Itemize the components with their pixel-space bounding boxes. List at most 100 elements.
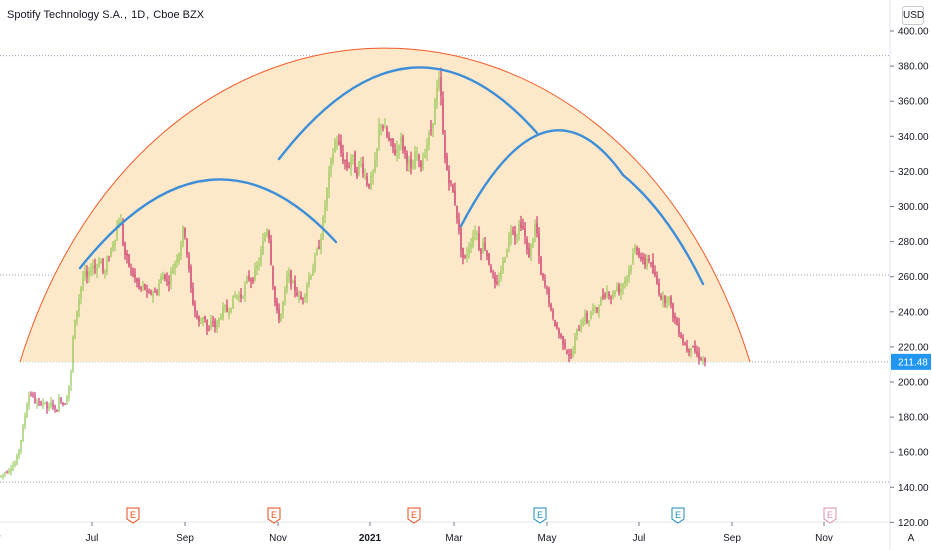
candle-body xyxy=(236,295,238,297)
candle-body xyxy=(150,291,152,294)
auto-scale-button[interactable]: A xyxy=(907,533,915,544)
candle-body xyxy=(458,219,460,231)
candle-body xyxy=(272,266,274,286)
candle-body xyxy=(306,285,308,297)
candle-body xyxy=(694,345,696,352)
candle-body xyxy=(588,320,590,323)
candle-body xyxy=(622,283,624,288)
candle-body xyxy=(286,277,288,289)
earnings-marker: E xyxy=(533,507,547,524)
earnings-marker: E xyxy=(823,507,837,524)
candle-body xyxy=(626,276,628,282)
currency-button[interactable]: USD xyxy=(902,6,924,25)
candle-body xyxy=(56,409,58,412)
candle-body xyxy=(682,336,684,343)
candle-body xyxy=(266,229,268,236)
candle-body xyxy=(268,231,270,240)
candle-body xyxy=(660,295,662,299)
candle-body xyxy=(696,351,698,355)
chart-title: Spotify Technology S.A., 1D, Cboe BZX xyxy=(7,9,205,21)
candle-body xyxy=(328,171,330,190)
candle-body xyxy=(36,403,38,405)
candle-body xyxy=(188,255,190,269)
candle-body xyxy=(366,176,368,185)
candle-body xyxy=(430,129,432,131)
candle-body xyxy=(230,307,232,313)
candle-body xyxy=(148,291,150,294)
candle-body xyxy=(506,249,508,257)
candle-body xyxy=(210,321,212,329)
candle-body xyxy=(332,153,334,163)
candle-body xyxy=(200,322,202,324)
candle-body xyxy=(98,262,100,267)
candle-body xyxy=(4,472,6,474)
candle-body xyxy=(100,260,102,264)
price-tick-label: 280.00 xyxy=(898,237,929,248)
candle-body xyxy=(594,307,596,309)
earnings-marker-badge xyxy=(533,507,547,524)
candle-body xyxy=(238,296,240,298)
candle-body xyxy=(180,244,182,256)
price-tick-label: 320.00 xyxy=(898,167,929,178)
candle-body xyxy=(28,395,30,407)
candle-body xyxy=(166,279,168,281)
candle-body xyxy=(492,273,494,275)
candle-body xyxy=(704,358,706,363)
candle-body xyxy=(80,286,82,298)
candle-body xyxy=(252,279,254,282)
candle-body xyxy=(424,155,426,157)
time-tick-label: Mar xyxy=(445,533,463,544)
candle-body xyxy=(456,205,458,219)
time-axis[interactable]: MayJulSepNov2021MarMayJulSepNov xyxy=(0,521,890,544)
price-tick-label: 140.00 xyxy=(898,483,929,494)
price-axis[interactable]: 120.00 140.00 160.00 180.00 200.00 220.00 240.… xyxy=(889,0,929,550)
candle-body xyxy=(382,126,384,129)
candle-body xyxy=(604,295,606,298)
candle-body xyxy=(452,184,454,193)
candle-body xyxy=(284,288,286,301)
earnings-marker-label: E xyxy=(411,510,417,520)
rounded-top-arc xyxy=(19,47,751,363)
candle-body xyxy=(198,316,200,322)
candle-body xyxy=(72,337,74,371)
price-tick-label: 220.00 xyxy=(898,342,929,353)
candle-body xyxy=(644,258,646,266)
candle-body xyxy=(106,260,108,272)
candle-body xyxy=(88,271,90,277)
candle-body xyxy=(672,303,674,318)
candle-body xyxy=(240,294,242,298)
candle-body xyxy=(516,237,518,239)
swing-arc xyxy=(78,178,338,270)
candle-body xyxy=(578,329,580,331)
candle-body xyxy=(490,266,492,273)
candle-body xyxy=(126,252,128,257)
price-tick-label: 260.00 xyxy=(898,272,929,283)
candle-body xyxy=(410,158,412,168)
candle-body xyxy=(94,265,96,269)
candle-body xyxy=(558,329,560,335)
candle-body xyxy=(184,228,186,237)
candle-body xyxy=(668,296,670,302)
candle-body xyxy=(130,267,132,269)
candle-body xyxy=(376,148,378,160)
candle-body xyxy=(556,324,558,329)
candle-body xyxy=(460,227,462,251)
earnings-marker: E xyxy=(126,507,140,524)
candle-body xyxy=(64,403,66,405)
candle-body xyxy=(280,313,282,321)
time-tick-label: Jul xyxy=(86,533,99,544)
earnings-marker-label: E xyxy=(675,510,681,520)
candle-body xyxy=(412,168,414,170)
candle-body xyxy=(46,401,48,409)
price-tick-label: 160.00 xyxy=(898,448,929,459)
candle-body xyxy=(68,385,70,398)
candle-body xyxy=(656,275,658,284)
candle-body xyxy=(354,151,356,173)
candle-body xyxy=(18,449,20,456)
candle-body xyxy=(530,243,532,257)
candle-body xyxy=(232,295,234,309)
candle-body xyxy=(648,258,650,262)
candle-body xyxy=(576,328,578,336)
candle-body xyxy=(82,277,84,287)
